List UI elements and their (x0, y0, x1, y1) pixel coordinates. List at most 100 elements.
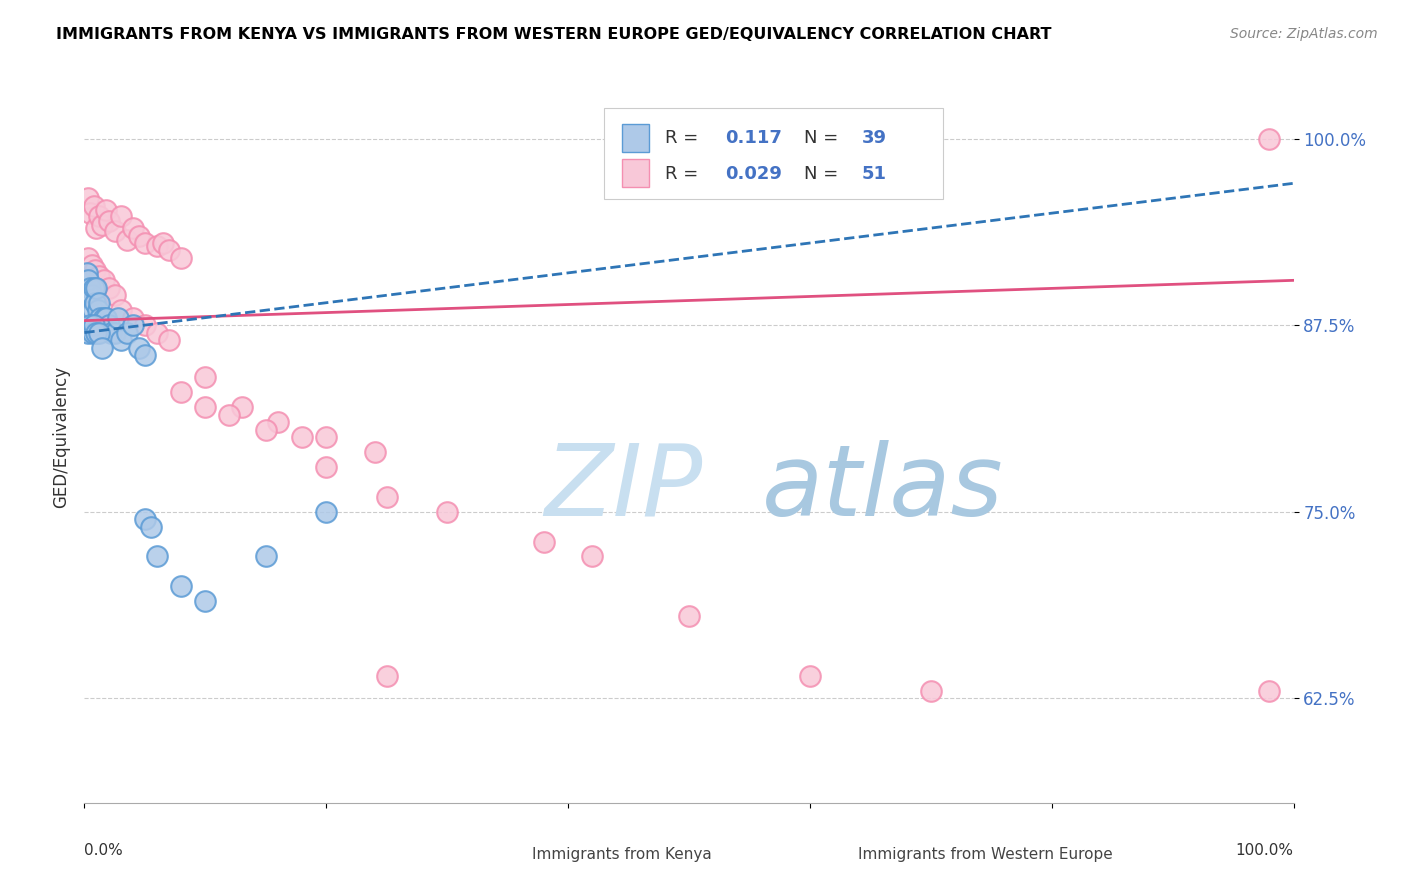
Point (97, 318, 120, 332)
Point (254, 423, 277, 437)
Point (84, 263, 107, 277)
Point (110, 333, 132, 347)
Point (91, 318, 114, 332)
Text: 0.117: 0.117 (725, 129, 782, 147)
Point (110, 209, 132, 223)
Point (375, 669, 398, 683)
Point (134, 348, 156, 362)
Text: IMMIGRANTS FROM KENYA VS IMMIGRANTS FROM WESTERN EUROPE GED/EQUIVALENCY CORRELAT: IMMIGRANTS FROM KENYA VS IMMIGRANTS FROM… (56, 27, 1052, 42)
Point (315, 505, 337, 519)
Point (83, 199, 105, 213)
Text: 0.0%: 0.0% (84, 843, 124, 858)
Point (128, 341, 150, 355)
FancyBboxPatch shape (605, 108, 943, 200)
Point (91, 341, 114, 355)
Point (79, 318, 101, 332)
Text: 39: 39 (862, 129, 887, 147)
Point (134, 235, 156, 250)
Point (79, 281, 101, 295)
Point (87, 295, 110, 310)
Point (97, 281, 120, 295)
Point (678, 609, 700, 624)
Point (134, 512, 156, 526)
Point (82, 326, 104, 340)
Point (128, 228, 150, 243)
Point (157, 244, 180, 258)
Point (107, 310, 129, 325)
Point (93, 310, 115, 325)
Text: N =: N = (804, 165, 844, 183)
Text: atlas: atlas (762, 440, 1002, 537)
Point (152, 235, 174, 250)
Point (254, 549, 277, 564)
Point (170, 579, 193, 593)
Point (87, 209, 110, 223)
Point (231, 401, 253, 415)
Point (80, 259, 103, 273)
Point (121, 318, 143, 332)
Point (83, 281, 105, 295)
Text: Immigrants from Kenya: Immigrants from Kenya (531, 847, 711, 862)
Bar (623, 124, 650, 152)
Point (134, 318, 156, 332)
Point (291, 430, 314, 444)
Point (77, 288, 100, 302)
Text: 51: 51 (862, 165, 887, 183)
Point (104, 224, 127, 238)
Point (94, 203, 117, 218)
Text: 0.029: 0.029 (725, 165, 782, 183)
Point (218, 408, 240, 422)
Point (436, 505, 458, 519)
Point (77, 326, 100, 340)
Point (170, 385, 193, 400)
Point (170, 251, 193, 265)
Point (363, 445, 385, 459)
Y-axis label: GED/Equivalency: GED/Equivalency (52, 366, 70, 508)
Point (121, 310, 143, 325)
Text: N =: N = (804, 129, 844, 147)
Point (315, 459, 337, 474)
Point (82, 303, 104, 318)
Point (84, 295, 107, 310)
Point (79, 206, 101, 220)
Point (920, 683, 942, 698)
Point (90, 318, 112, 332)
Point (146, 326, 169, 340)
Point (121, 221, 143, 235)
Point (94, 310, 117, 325)
Point (157, 333, 180, 347)
Point (581, 549, 603, 564)
Point (86, 303, 108, 318)
Point (86, 326, 108, 340)
Point (139, 519, 162, 533)
Point (194, 401, 217, 415)
Point (77, 191, 100, 205)
Point (87, 326, 110, 340)
Point (76, 266, 98, 280)
Text: Immigrants from Western Europe: Immigrants from Western Europe (858, 847, 1114, 862)
Point (115, 326, 138, 340)
Point (104, 288, 127, 302)
Point (104, 326, 127, 340)
Point (115, 233, 138, 247)
Point (533, 534, 555, 549)
Point (83, 318, 105, 332)
Text: 100.0%: 100.0% (1236, 843, 1294, 858)
Text: Source: ZipAtlas.com: Source: ZipAtlas.com (1230, 27, 1378, 41)
Point (87, 268, 110, 283)
Point (93, 273, 115, 287)
Point (80, 288, 103, 302)
Point (267, 415, 290, 429)
Bar (623, 159, 650, 187)
Bar (823, 841, 849, 865)
Point (194, 594, 217, 608)
Point (86, 281, 108, 295)
Point (375, 490, 398, 504)
Point (100, 326, 122, 340)
Text: ZIP: ZIP (544, 440, 702, 537)
Point (799, 669, 821, 683)
Point (89, 310, 111, 325)
Text: R =: R = (665, 165, 704, 183)
Bar (495, 841, 522, 865)
Point (97, 213, 120, 227)
